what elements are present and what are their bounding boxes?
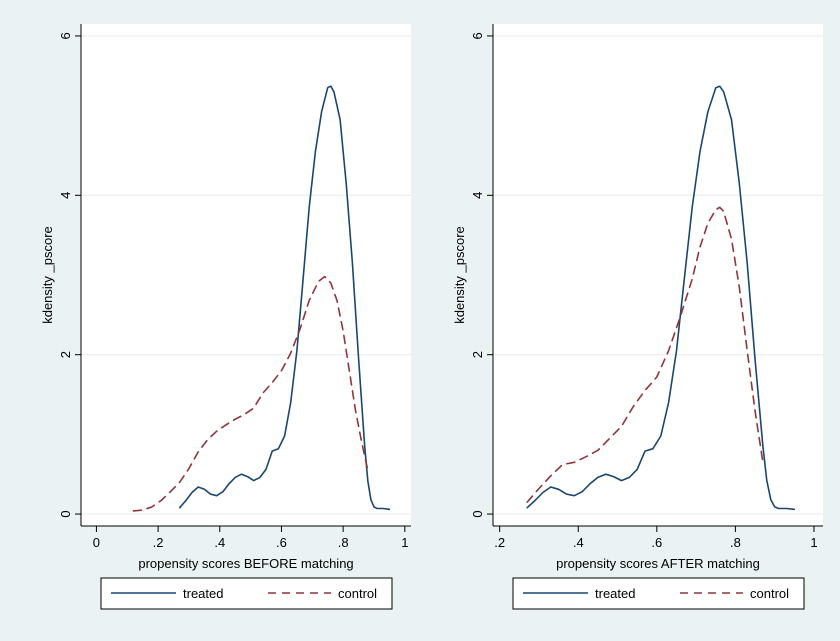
x-tick-label: .4	[214, 535, 225, 550]
y-axis-label: kdensity _pscore	[40, 226, 55, 324]
y-tick-label: 0	[58, 510, 73, 517]
series-line-treated	[526, 85, 796, 511]
legend: treated control	[100, 577, 393, 610]
x-tick-label: 1	[810, 535, 817, 550]
x-axis-label: propensity scores AFTER matching	[556, 556, 760, 571]
x-tick-label: .4	[573, 535, 584, 550]
x-tick-label: .6	[651, 535, 662, 550]
gridlines	[81, 35, 411, 515]
y-tick-label: 2	[58, 351, 73, 358]
y-ticks: 0 2 4 6	[58, 32, 81, 518]
legend: treated control	[512, 577, 805, 610]
series-line-treated	[178, 85, 391, 511]
plot-region	[81, 24, 411, 526]
x-tick-label: .2	[494, 535, 505, 550]
plot-region	[493, 24, 823, 526]
series-lines	[132, 85, 391, 512]
y-tick-label: 4	[470, 192, 485, 199]
y-ticks: 0 2 4 6	[470, 32, 493, 518]
legend-label-treated: treated	[183, 586, 223, 601]
x-tick-label: .8	[730, 535, 741, 550]
y-tick-label: 2	[470, 351, 485, 358]
y-tick-label: 6	[58, 32, 73, 39]
panel-before-matching: 0 2 4 6 0 .2 .4 .6 .8 1 kdensity _pscore propens…	[40, 24, 411, 610]
y-tick-label: 4	[58, 192, 73, 199]
x-axis-label: propensity scores BEFORE matching	[138, 556, 353, 571]
x-ticks: 0 .2 .4 .6 .8 1	[93, 526, 408, 550]
x-tick-label: 0	[93, 535, 100, 550]
x-tick-label: .2	[153, 535, 164, 550]
legend-label-control: control	[338, 586, 377, 601]
y-tick-label: 6	[470, 32, 485, 39]
y-tick-label: 0	[470, 510, 485, 517]
x-ticks: .2 .4 .6 .8 1	[494, 526, 818, 550]
x-tick-label: .6	[276, 535, 287, 550]
x-tick-label: .8	[338, 535, 349, 550]
legend-label-treated: treated	[595, 586, 635, 601]
legend-label-control: control	[750, 586, 789, 601]
series-line-control	[526, 206, 764, 503]
series-line-control	[132, 275, 369, 512]
x-tick-label: 1	[401, 535, 408, 550]
y-axis-label: kdensity _pscore	[452, 226, 467, 324]
gridlines	[493, 35, 823, 515]
series-lines	[526, 85, 796, 511]
panel-after-matching: 0 2 4 6 .2 .4 .6 .8 1 kdensity _pscore propensi…	[452, 24, 823, 610]
